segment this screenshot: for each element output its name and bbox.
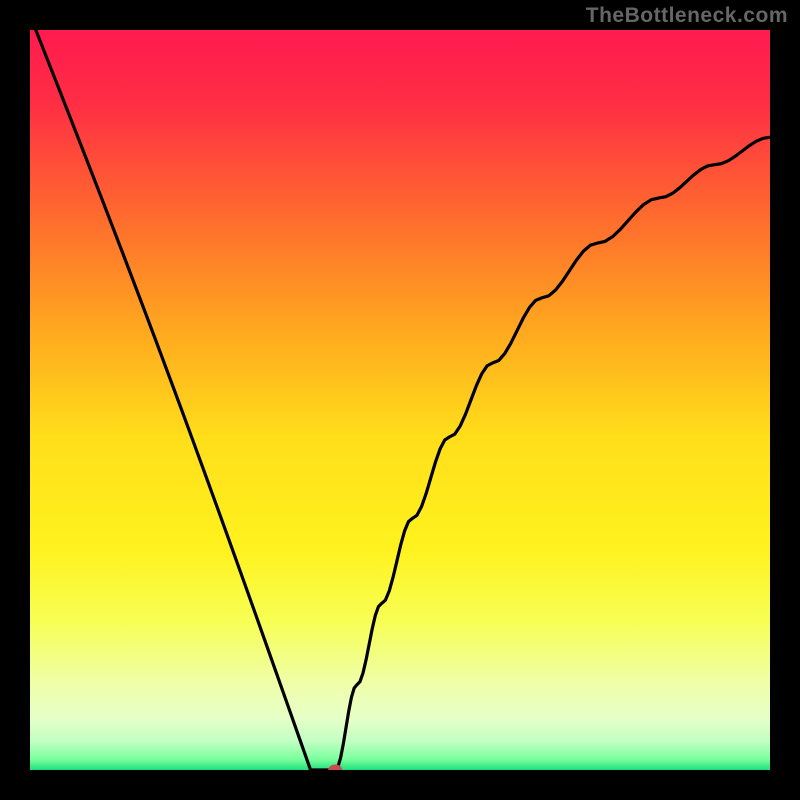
plot-area — [30, 30, 770, 770]
watermark: TheBottleneck.com — [586, 4, 788, 28]
chart-container: TheBottleneck.com — [0, 0, 800, 800]
bottleneck-curve — [30, 30, 770, 770]
minimum-marker — [328, 765, 342, 771]
